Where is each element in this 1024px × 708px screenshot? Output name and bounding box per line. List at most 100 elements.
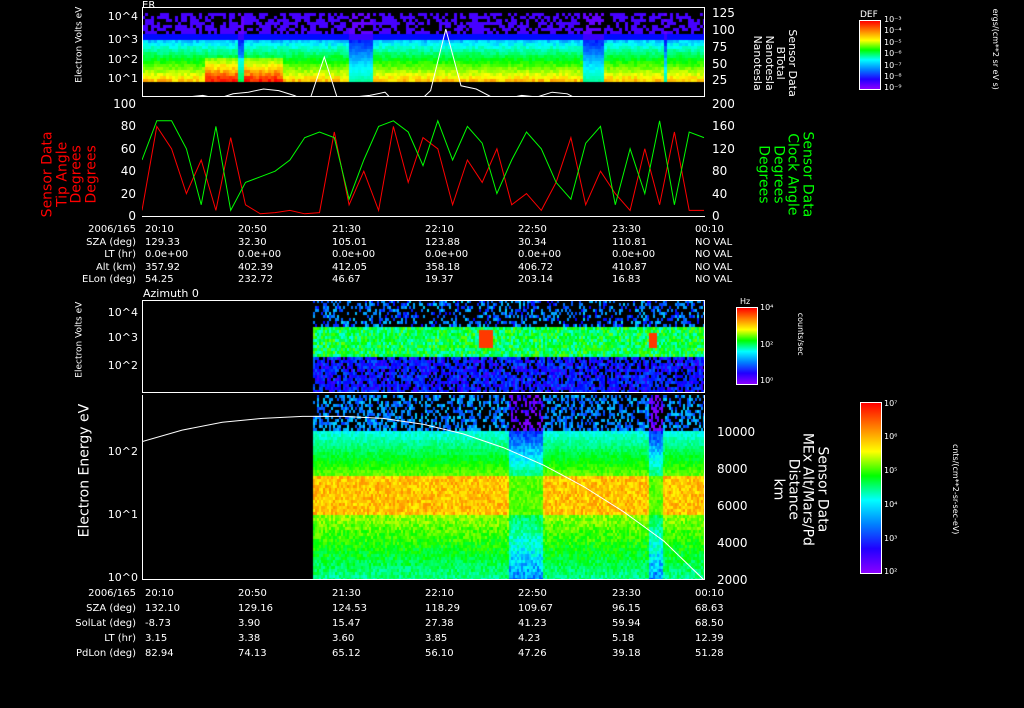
axis-label-line: Sensor Data (799, 131, 816, 218)
cell-value: 0.0e+00 (238, 249, 282, 260)
colorbar2-unit: counts/sec (796, 312, 806, 356)
cell-value: 0.0e+00 (425, 249, 469, 260)
cell-value: 132.10 (145, 603, 180, 614)
cell-value: 358.18 (425, 261, 460, 273)
tick-label: 100 (113, 97, 136, 111)
tick-label: 20 (120, 187, 136, 201)
cell-value: 39.18 (612, 648, 641, 659)
cell-value: 4.23 (518, 633, 541, 644)
cell-value: 00:10 (695, 588, 724, 599)
panel3-frame (142, 300, 705, 393)
cell-value: 402.39 (238, 261, 273, 273)
cell-value: 129.33 (145, 236, 180, 248)
tick-label: 10⁶ (884, 432, 898, 441)
cell-value: 3.60 (332, 633, 355, 644)
table-row: 2006/165 20:10 20:50 21:30 22:10 22:50 23:30 00… (0, 588, 760, 600)
colorbar2-title: Hz (740, 297, 751, 306)
cell-value: 21:30 (332, 224, 361, 235)
tick-label: 10⁴ (884, 500, 898, 509)
cell-value: 406.72 (518, 261, 553, 273)
tick-label: 10000 (717, 425, 756, 439)
axis-label-line: Degrees (755, 145, 772, 204)
tick-label: 0 (712, 209, 720, 223)
axis-label-line: km (770, 478, 787, 501)
cell-value: 3.15 (145, 633, 168, 644)
cell-value: 3.90 (238, 618, 261, 629)
cell-value: 22:10 (425, 224, 454, 235)
series-clock-angle (142, 119, 705, 212)
cell-value: NO VAL (695, 236, 733, 248)
tick-label: 10⁻⁶ (884, 49, 902, 58)
colorbar1-title: DEF (860, 10, 878, 20)
cell-value: 3.38 (238, 633, 261, 644)
cell-value: 54.25 (145, 274, 174, 285)
cell-value: 21:30 (332, 588, 361, 599)
row-label: LT (hr) (104, 633, 136, 644)
table-row: 2006/165 20:10 20:50 21:30 22:10 22:50 23:30 00… (0, 224, 760, 236)
row-label: ELon (deg) (82, 274, 136, 285)
tick-label: 10^2 (107, 53, 138, 66)
cell-value: 23:30 (612, 224, 641, 235)
panel3-title: Azimuth 0 (143, 287, 199, 300)
cell-value: 96.15 (612, 603, 641, 614)
cell-value: 74.13 (238, 648, 267, 659)
tick-label: 120 (712, 142, 735, 156)
tick-label: 80 (120, 119, 136, 133)
row-label: Alt (km) (95, 261, 136, 273)
cell-value: NO VAL (695, 249, 733, 260)
axis-label-line: Sensor Data (786, 29, 800, 97)
cell-value: 30.34 (518, 236, 547, 248)
tick-label: 10^3 (107, 33, 138, 46)
cell-value: 47.26 (518, 648, 547, 659)
axis-label-line: Degrees (69, 145, 85, 204)
tick-label: 25 (712, 73, 728, 87)
cell-value: 5.18 (612, 633, 635, 644)
tick-label: 125 (712, 6, 735, 20)
cell-value: 110.81 (612, 236, 647, 248)
cell-value: 56.10 (425, 648, 454, 659)
axis-label-line: Sensor Data (39, 131, 56, 218)
cell-value: 0.0e+00 (612, 249, 656, 260)
angle-line-chart (142, 119, 705, 215)
panel1-frame (142, 7, 705, 97)
cell-value: 129.16 (238, 603, 273, 614)
series-tip-angle (142, 125, 704, 215)
cell-value: 123.88 (425, 236, 460, 248)
tick-label: 6000 (717, 499, 748, 513)
panel4-right-label: Sensor Data MEx Alt/Mars/Pd Distance km (770, 409, 830, 569)
axis-label-line: Degrees (83, 145, 100, 204)
btotal-line (185, 28, 599, 97)
tick-label: 10^3 (107, 331, 138, 344)
table-row: SZA (deg) 132.10 129.16 124.53 118.29 109.67 9… (0, 603, 760, 615)
table-row: SZA (deg) 129.33 32.30 105.01 123.88 30.34 110… (0, 237, 760, 249)
cell-value: 20:10 (145, 224, 174, 235)
tick-label: 0 (128, 209, 136, 223)
tick-label: 40 (120, 164, 136, 178)
cell-value: 27.38 (425, 618, 454, 629)
cell-value: 0.0e+00 (332, 249, 376, 260)
tick-label: 10⁻⁴ (884, 26, 902, 35)
cell-value: 124.53 (332, 603, 367, 614)
axis-label-line: MEx Alt/Mars/Pd (799, 432, 816, 546)
tick-label: 4000 (717, 536, 748, 550)
colorbar3-unit: cnts/(cm**2-sr-sec-eV) (951, 443, 961, 535)
panel2-left-label: Sensor Data Tip Angle Degrees Degrees (39, 124, 100, 224)
panel4-frame (142, 395, 705, 580)
cell-value: 22:10 (425, 588, 454, 599)
cell-value: 0.0e+00 (145, 249, 189, 260)
tick-label: 40 (712, 187, 728, 201)
tick-label: 10^2 (107, 445, 138, 458)
axis-label-line: Clock Angle (784, 133, 801, 216)
tick-label: 10⁴ (760, 303, 774, 312)
cell-value: 22:50 (518, 588, 547, 599)
colorbar1-unit: ergs/(cm**2 sr eV s) (991, 8, 1001, 90)
axis-label-line: Tip Angle (54, 141, 71, 207)
tick-label: 100 (712, 23, 735, 37)
row-label: SZA (deg) (86, 603, 136, 614)
axis-label-line: Nanotesla (751, 35, 765, 91)
colorbar1 (859, 20, 881, 90)
tick-label: 10² (760, 340, 774, 349)
cell-value: 357.92 (145, 261, 180, 273)
tick-label: 200 (712, 97, 735, 111)
tick-label: 10^2 (107, 359, 138, 372)
